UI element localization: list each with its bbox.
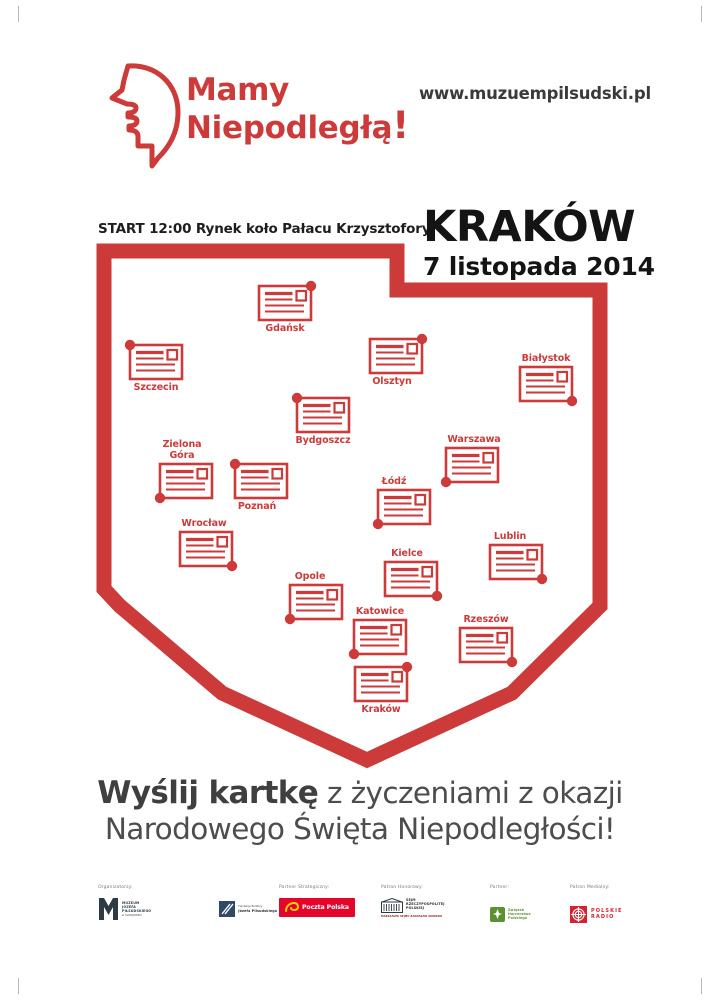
postcard-icon — [229, 458, 289, 500]
city-label: Łódź — [381, 476, 407, 487]
pilsudski-head-icon — [109, 63, 181, 169]
sponsor-group-partner: Partner: Związek Harcerstwa Polskiego — [490, 885, 531, 930]
postcard-icon — [353, 661, 413, 703]
city-label: Kraków — [361, 704, 401, 715]
postcard-icon — [518, 365, 578, 407]
logo-poczta-polska[interactable]: Poczta Polska — [279, 898, 355, 917]
crop-mark-top-right-v — [701, 6, 702, 22]
logo-polskie-radio[interactable]: POLSKIE RADIO — [570, 898, 623, 930]
postcard-icon — [458, 626, 518, 668]
polskie-radio-mark-icon — [570, 905, 587, 923]
sejm-subtitle: MARSZAŁEK SEJMU RADOSŁAW SIKORSKI — [381, 915, 443, 918]
sponsor-strip: Organizatorzy: MUZEUM JÓZEFA PIŁSUDSKIEG… — [0, 885, 720, 965]
zhp-text: Związek Harcerstwa Polskiego — [508, 907, 531, 921]
postcard-icon — [368, 333, 428, 375]
crop-mark-bottom-right-v — [701, 978, 702, 994]
sponsor-group-organizatorzy: Organizatorzy: MUZEUM JÓZEFA PIŁSUDSKIEG… — [98, 885, 277, 925]
city-label: Szczecin — [133, 382, 179, 393]
headline-line-1: Wyślij kartkę z życzeniami z okazji — [0, 775, 720, 811]
start-info: START 12:00 Rynek koło Pałacu Krzysztofo… — [98, 221, 431, 237]
headline-bold: Wyślij kartkę — [97, 775, 319, 811]
brand-logo-line1: Mamy — [186, 72, 290, 108]
postcard-icon — [257, 280, 317, 322]
event-date: 7 listopada 2014 — [423, 252, 655, 281]
sponsor-caption: Organizatorzy: — [98, 885, 133, 890]
postcard-icon — [124, 339, 184, 381]
brand-logo-line2: Niepodległą! — [186, 104, 409, 147]
page-title: KRAKÓW — [423, 202, 636, 252]
website-url[interactable]: www.muzuempilsudski.pl — [419, 84, 651, 103]
city-label: Wrocław — [181, 518, 227, 529]
muzeum-m-icon — [99, 898, 118, 920]
city-label: Lublin — [493, 531, 527, 542]
fundacja-text: Fundacja Rodziny Józefa Piłsudskiego — [238, 905, 278, 913]
city-label: Warszawa — [447, 434, 501, 445]
headline: Wyślij kartkę z życzeniami z okazji Naro… — [0, 775, 720, 847]
city-label: Kielce — [391, 548, 423, 559]
city-label: Gdańsk — [265, 323, 305, 334]
postcard-icon — [284, 583, 344, 625]
zhp-lily-icon — [490, 906, 505, 922]
sponsor-group-patron-medialny: Patron Medialny: POLSKIE RADIO — [570, 885, 623, 930]
poczta-horn-icon — [285, 902, 299, 912]
sponsor-caption: Partner: — [490, 885, 509, 890]
logo-muzeum-pilsudskiego[interactable]: MUZEUM JÓZEFA PIŁSUDSKIEGO w SULEJÓWKU — [98, 893, 151, 925]
city-label: Poznań — [237, 501, 277, 512]
city-label: Zielona Góra — [162, 439, 202, 461]
postcard-icon — [440, 446, 500, 488]
city-label: Olsztyn — [372, 376, 412, 387]
city-label: Katowice — [355, 606, 405, 617]
headline-rest: z życzeniami z okazji — [318, 776, 623, 810]
polskie-radio-text: POLSKIE RADIO — [591, 908, 623, 920]
sponsor-group-patron-honorowy: Patron Honorowy: SEJM RZE — [381, 885, 445, 930]
fundacja-mark-icon — [219, 901, 236, 917]
sejm-text: SEJM RZECZYPOSPOLITEJ POLSKIEJ — [406, 898, 445, 911]
brand-logo-exclamation: ! — [392, 104, 409, 147]
crop-mark-top-left-v — [18, 6, 19, 22]
logo-sejm-rp[interactable]: SEJM RZECZYPOSPOLITEJ POLSKIEJ MARSZAŁEK… — [381, 898, 445, 930]
postcard-icon — [372, 488, 432, 530]
city-label: Bydgoszcz — [295, 435, 351, 446]
city-label: Białystok — [521, 353, 571, 364]
postcard-icon — [488, 543, 548, 585]
muzeum-text: MUZEUM JÓZEFA PIŁSUDSKIEGO w SULEJÓWKU — [122, 901, 152, 917]
sponsor-caption: Patron Medialny: — [570, 885, 610, 890]
postcard-icon — [291, 392, 351, 434]
postcard-icon — [383, 560, 443, 602]
logo-fundacja-rodziny-pilsudskiego[interactable]: Fundacja Rodziny Józefa Piłsudskiego — [219, 893, 277, 925]
postcard-icon — [348, 618, 408, 660]
brand-logo-text: Mamy Niepodległą! — [186, 72, 409, 146]
logo-zhp[interactable]: Związek Harcerstwa Polskiego — [490, 898, 531, 930]
sponsor-caption: Partner Strategiczny: — [279, 885, 330, 890]
city-label: Rzeszów — [463, 614, 509, 625]
sponsor-caption: Patron Honorowy: — [381, 885, 424, 890]
sponsor-group-partner-strategiczny: Partner Strategiczny: Poczta Polska — [279, 885, 355, 917]
crop-mark-bottom-left-v — [18, 978, 19, 994]
postcard-icon — [154, 462, 214, 504]
sejm-building-icon — [381, 898, 403, 913]
brand-logo: Mamy Niepodległą! — [98, 62, 409, 172]
city-label: Opole — [294, 571, 326, 582]
headline-line-2: Narodowego Święta Niepodległości! — [104, 812, 616, 846]
postcard-icon — [178, 530, 238, 572]
poczta-text: Poczta Polska — [302, 904, 349, 911]
